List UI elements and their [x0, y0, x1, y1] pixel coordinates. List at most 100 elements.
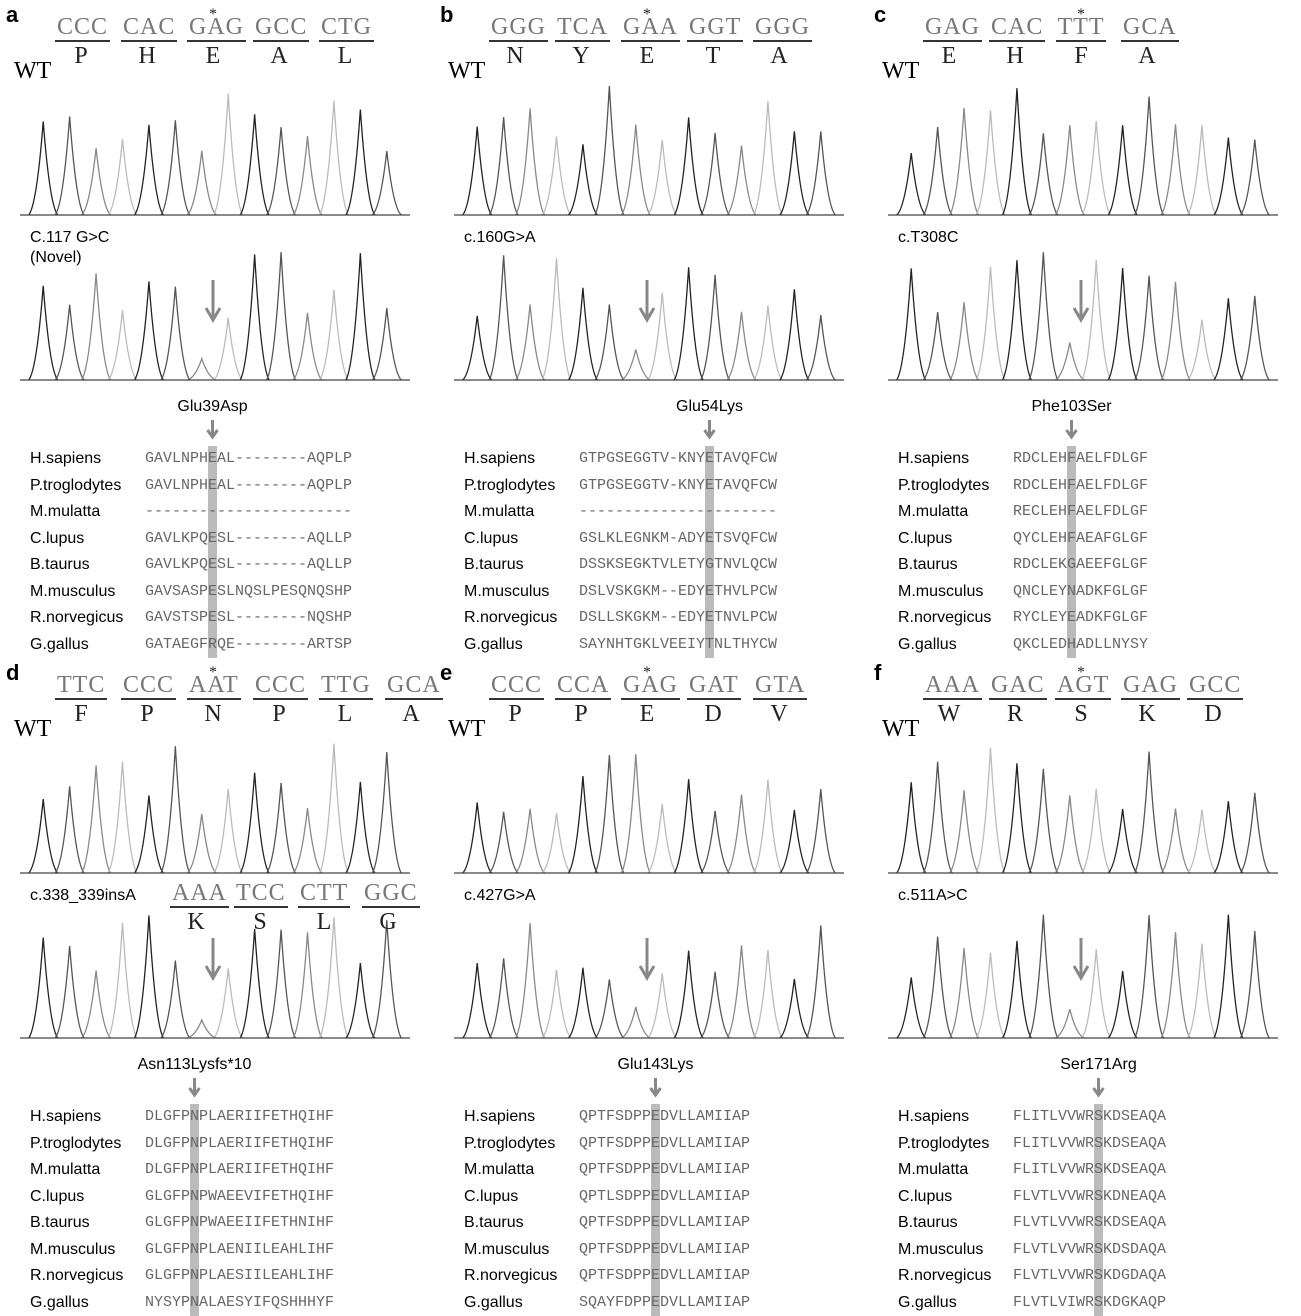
trace-peak — [1002, 941, 1031, 1038]
panel: fWTAAAWGACR*AGTSGAGKGCCDc.511A>CFLITLVVW… — [868, 658, 1301, 1316]
arrow — [640, 938, 654, 978]
trace-peak — [542, 258, 571, 380]
trace-peak — [240, 773, 269, 873]
alignment: DLGFPNPLAERIIFETHQIHFDLGFPNPLAERIIFETHQI… — [145, 1104, 334, 1316]
trace-peak — [542, 136, 571, 215]
codon: CACH — [989, 14, 1041, 70]
species-name: C.lupus — [464, 530, 518, 548]
trace-peak — [897, 782, 926, 873]
species-name: G.gallus — [30, 636, 89, 654]
trace-peak — [463, 963, 492, 1038]
amino-acid: G — [362, 909, 414, 936]
codon-seq: GAT — [687, 672, 741, 700]
amino-acid: D — [687, 701, 739, 728]
trace-peak — [161, 120, 190, 215]
sequence: QKCLEDHADLLNYSY — [1013, 632, 1148, 659]
codon: CCCP — [121, 672, 173, 728]
trace-peak — [1161, 932, 1190, 1038]
codon-seq: GGT — [687, 14, 743, 42]
trace-peak — [82, 971, 111, 1038]
codon: GCAA — [1121, 14, 1173, 70]
small-arrow — [1067, 420, 1077, 437]
trace-peak — [293, 136, 322, 215]
trace-peak — [55, 946, 84, 1038]
species-name: C.lupus — [30, 530, 84, 548]
codon: CTTL — [298, 880, 350, 936]
sequence: QPTLSDPPEDVLLAMIIAP — [579, 1184, 750, 1211]
trace-peak — [267, 930, 296, 1038]
trace-peak — [621, 125, 650, 215]
trace-peak — [621, 350, 650, 380]
sequence: GSLKLEGNKM-ADYETSVQFCW — [579, 526, 777, 553]
panel: eWTCCCPCCAP*GAGEGATDGTAVc.427G>AQPTFSDPP… — [434, 658, 867, 1316]
trace-peak — [648, 973, 677, 1038]
trace-peak — [923, 127, 952, 215]
trace-peak — [293, 932, 322, 1038]
trace-peak — [542, 813, 571, 873]
trace-peak — [1108, 809, 1137, 873]
marker: * — [1055, 664, 1107, 682]
mutation-line: c.511A>C — [898, 886, 968, 906]
mutation-line: c.T308C — [898, 228, 958, 248]
trace-peak — [346, 109, 375, 215]
species-name: B.taurus — [898, 556, 958, 574]
sequence: QYCLEHFAEAFGLGF — [1013, 526, 1148, 553]
codon-seq: CCC — [489, 672, 544, 700]
panel-letter: e — [440, 660, 452, 686]
protein-change: Glu54Lys — [676, 398, 743, 416]
codon-seq: CAC — [989, 14, 1045, 42]
trace-peak — [319, 744, 348, 873]
species-name: G.gallus — [30, 1294, 89, 1312]
trace-peak — [753, 101, 782, 215]
trace-peak — [806, 789, 835, 873]
sequence: DSLLSKGKM--EDYETNVLPCW — [579, 605, 777, 632]
species-name: B.taurus — [464, 556, 524, 574]
trace-peak — [648, 140, 677, 215]
small-arrow — [208, 420, 218, 437]
codon-seq: AAA — [923, 672, 982, 700]
amino-acid: S — [234, 909, 286, 936]
codon: GGTT — [687, 14, 739, 70]
codon-seq: CCC — [55, 14, 110, 42]
codon-seq: GAC — [989, 672, 1047, 700]
species-name: H.sapiens — [30, 450, 101, 468]
trace-peak — [161, 287, 190, 380]
codon: GAGK — [1121, 672, 1173, 728]
trace-peak — [1108, 268, 1137, 380]
trace-peak — [780, 131, 809, 215]
trace-peak — [806, 131, 835, 215]
sequence: FLVTLVVWRSKDGDAQA — [1013, 1263, 1166, 1290]
trace-peak — [1135, 752, 1164, 873]
panel: dWTTTCFCCCP*AATNCCCPTTGLGCAAc.338_339ins… — [0, 658, 433, 1316]
small-arrow — [1094, 1078, 1104, 1095]
species-name: P.troglodytes — [464, 1135, 555, 1153]
sequence: GAVLNPHEAL--------AQPLP — [145, 446, 352, 473]
amino-acid: F — [55, 701, 107, 728]
trace-peak — [108, 923, 137, 1038]
amino-acid: T — [687, 43, 739, 70]
codon: TCCS — [234, 880, 286, 936]
species-name: B.taurus — [30, 556, 90, 574]
codon: TCAY — [555, 14, 607, 70]
codon-seq: GAG — [923, 14, 982, 42]
trace-peak — [372, 151, 401, 215]
trace-peak — [780, 810, 809, 873]
trace-peak — [134, 795, 163, 873]
trace-peak — [29, 799, 58, 873]
trace-peak — [950, 948, 979, 1038]
trace-peak — [489, 812, 518, 873]
amino-acid: A — [1121, 43, 1173, 70]
trace-peak — [648, 293, 677, 380]
trace-peak — [1055, 343, 1084, 380]
trace-peak — [727, 312, 756, 380]
trace-peak — [897, 977, 926, 1038]
trace-peak — [516, 809, 545, 873]
trace-peak — [1055, 1009, 1084, 1038]
amino-acid: P — [253, 701, 305, 728]
codon-seq: TCA — [555, 14, 610, 42]
sequence: GLGFPNPLAESIILEAHLIHF — [145, 1263, 334, 1290]
species-name: M.musculus — [30, 1241, 115, 1259]
arrow — [206, 280, 220, 320]
codon-seq: GTA — [753, 672, 807, 700]
